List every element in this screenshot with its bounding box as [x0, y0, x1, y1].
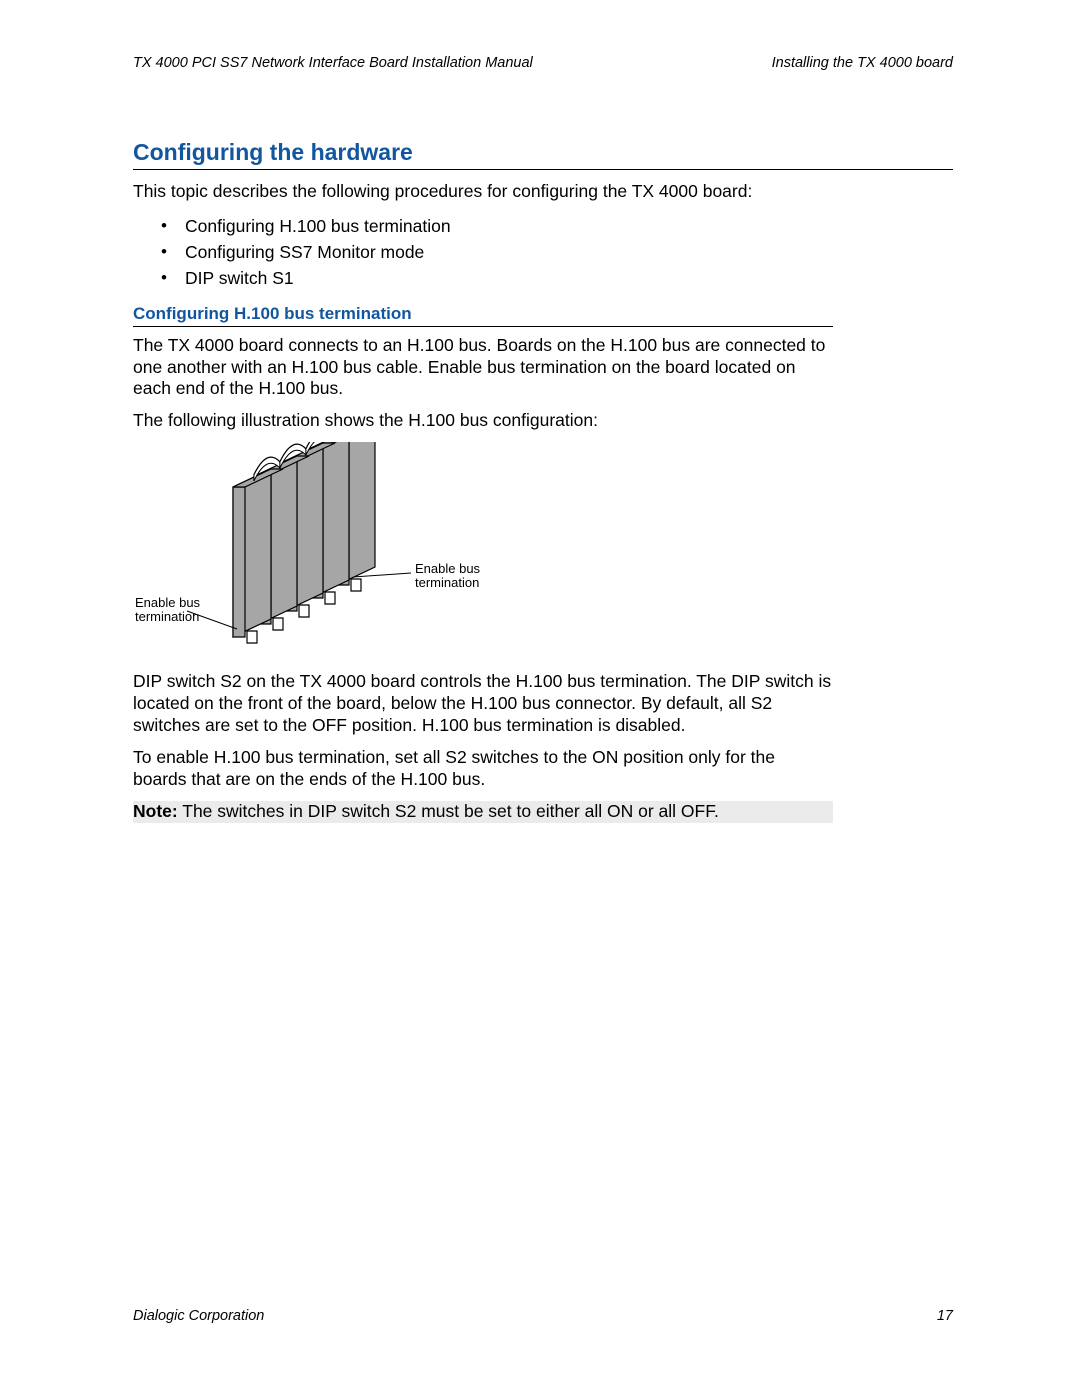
paragraph: DIP switch S2 on the TX 4000 board contr…: [133, 671, 833, 737]
paragraph: The TX 4000 board connects to an H.100 b…: [133, 335, 833, 401]
bullet-item: DIP switch S1: [133, 265, 833, 291]
note-label: Note:: [133, 801, 178, 821]
bullet-item: Configuring SS7 Monitor mode: [133, 239, 833, 265]
h100-diagram: H.100 bus cableEnable busterminationEnab…: [133, 442, 953, 657]
svg-text:termination: termination: [135, 609, 199, 624]
header-left: TX 4000 PCI SS7 Network Interface Board …: [133, 55, 533, 71]
note-text: The switches in DIP switch S2 must be se…: [178, 801, 719, 821]
section-title: Configuring the hardware: [133, 139, 953, 170]
footer-left: Dialogic Corporation: [133, 1308, 264, 1324]
section-bullets: Configuring H.100 bus termination Config…: [133, 213, 833, 292]
header-right: Installing the TX 4000 board: [772, 55, 953, 71]
svg-text:Enable bus: Enable bus: [135, 595, 201, 610]
paragraph: To enable H.100 bus termination, set all…: [133, 747, 833, 791]
page-footer: Dialogic Corporation 17: [133, 1308, 953, 1324]
bullet-item: Configuring H.100 bus termination: [133, 213, 833, 239]
svg-text:Enable bus: Enable bus: [415, 561, 481, 576]
page-header: TX 4000 PCI SS7 Network Interface Board …: [133, 55, 953, 71]
note-box: Note: The switches in DIP switch S2 must…: [133, 801, 833, 824]
svg-text:termination: termination: [415, 575, 479, 590]
section-intro: This topic describes the following proce…: [133, 181, 833, 203]
page-number: 17: [937, 1308, 953, 1324]
subsection-title: Configuring H.100 bus termination: [133, 304, 833, 327]
paragraph: The following illustration shows the H.1…: [133, 410, 833, 432]
